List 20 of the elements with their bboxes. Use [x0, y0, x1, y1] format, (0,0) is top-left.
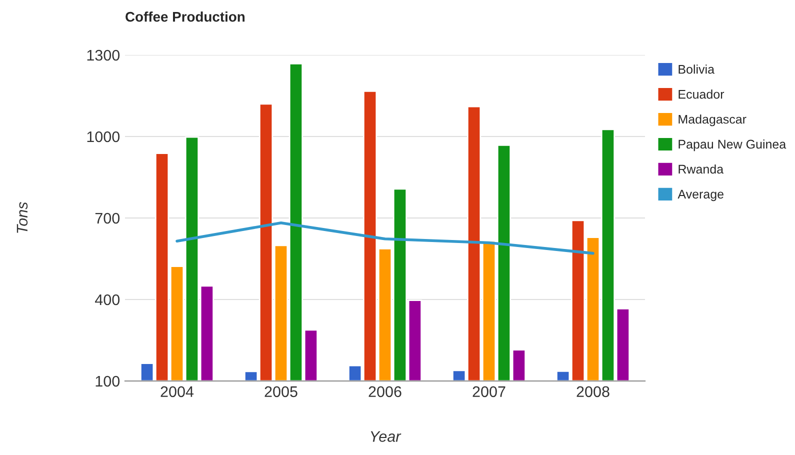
x-tick-label: 2005 — [264, 386, 298, 398]
legend-label: Ecuador — [678, 90, 724, 99]
y-axis-title: Tons — [16, 202, 28, 233]
legend-label: Papau New Guinea — [678, 139, 786, 152]
y-tick-label: 1300 — [87, 50, 120, 61]
line-series — [176, 222, 594, 255]
legend-label: Rwanda — [678, 164, 724, 174]
x-tick-label: 2008 — [576, 386, 610, 398]
legend-label: Bolivia — [678, 64, 715, 74]
y-tick-label: 700 — [95, 212, 120, 224]
y-tick-label: 400 — [95, 294, 120, 306]
y-tick-label: 1000 — [87, 131, 120, 142]
legend-label: Madagascar — [678, 114, 746, 126]
x-tick-label: 2007 — [472, 386, 506, 398]
x-axis-title: Year — [370, 431, 402, 442]
chart-title: Coffee Production — [126, 12, 245, 22]
x-tick-label: 2004 — [160, 386, 194, 398]
y-tick-label: 100 — [96, 376, 120, 387]
legend-label: Average — [678, 190, 724, 202]
x-tick-label: 2006 — [368, 386, 402, 398]
